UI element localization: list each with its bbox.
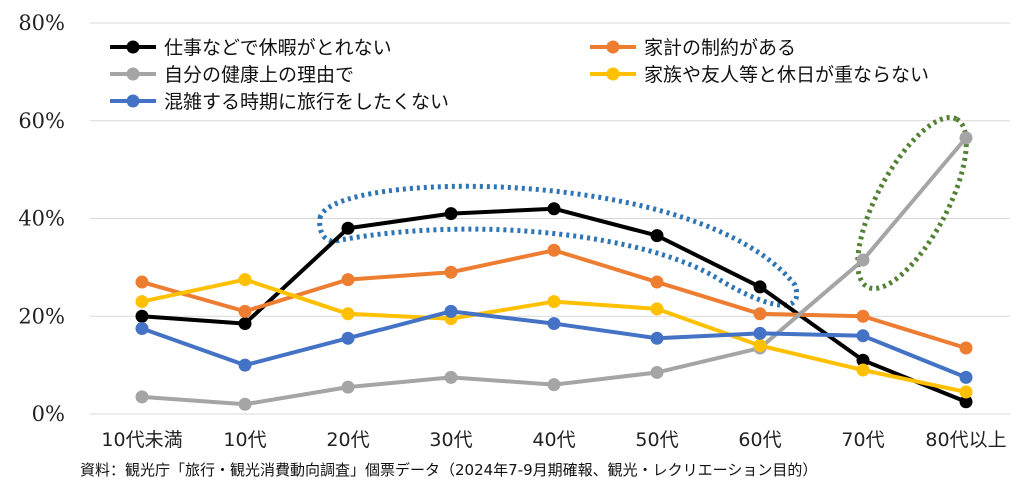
series-lines [135, 131, 973, 411]
legend-swatch-marker [126, 40, 140, 54]
y-tick-label: 40% [18, 207, 65, 231]
data-point [444, 370, 458, 384]
data-point [856, 253, 870, 267]
data-point [753, 326, 767, 340]
data-point [547, 295, 561, 309]
data-point [341, 273, 355, 287]
y-axis-ticks: 0% 20% 40% 60% 80% [18, 11, 65, 426]
data-point [856, 329, 870, 343]
data-point [547, 317, 561, 331]
legend-label: 家族や友人等と休日が重ならない [644, 64, 929, 86]
data-point [650, 302, 664, 316]
data-point [959, 131, 973, 145]
data-point [444, 265, 458, 279]
data-point [341, 380, 355, 394]
data-point [959, 395, 973, 409]
data-point [753, 280, 767, 294]
y-tick-label: 20% [18, 304, 65, 328]
data-point [650, 275, 664, 289]
data-point [547, 243, 561, 257]
data-point [341, 307, 355, 321]
x-tick-label: 70代 [841, 429, 884, 451]
data-point [444, 207, 458, 221]
x-tick-label: 10代 [223, 429, 266, 451]
legend-label: 混雑する時期に旅行をしたくない [164, 91, 449, 113]
data-point [650, 365, 664, 379]
data-point [238, 304, 252, 318]
data-point [135, 295, 149, 309]
data-point [959, 370, 973, 384]
data-point [135, 275, 149, 289]
data-point [959, 385, 973, 399]
legend-swatch-marker [606, 67, 620, 81]
legend-label: 自分の健康上の理由で [164, 64, 354, 86]
y-tick-label: 0% [32, 402, 65, 426]
x-tick-label: 20代 [326, 429, 369, 451]
highlight-ellipses [317, 115, 969, 308]
data-point [341, 331, 355, 345]
data-point [444, 304, 458, 318]
data-point [238, 317, 252, 331]
source-note: 資料：観光庁「旅行・観光消費動向調査」個票データ（2024年7-9月期確報、観光… [80, 461, 817, 479]
data-point [753, 307, 767, 321]
data-point [856, 353, 870, 367]
data-point [547, 202, 561, 216]
data-point [135, 321, 149, 335]
x-axis-ticks: 10代未満 10代 20代 30代 40代 50代 60代 70代 80代以上 [101, 429, 1006, 451]
data-point [856, 363, 870, 377]
legend-swatch-marker [126, 94, 140, 108]
highlight-elderly-health [855, 115, 969, 291]
legend-label: 仕事などで休暇がとれない [164, 37, 392, 59]
data-point [650, 331, 664, 345]
data-point [856, 309, 870, 323]
data-point [135, 309, 149, 323]
y-tick-label: 80% [18, 11, 65, 35]
legend-swatch-marker [606, 40, 620, 54]
x-tick-label: 50代 [635, 429, 678, 451]
y-tick-label: 60% [18, 109, 65, 133]
x-tick-label: 80代以上 [925, 429, 1006, 451]
data-point [753, 339, 767, 353]
data-point [238, 397, 252, 411]
x-tick-label: 40代 [532, 429, 575, 451]
x-tick-label: 10代未満 [101, 429, 182, 451]
data-point [959, 341, 973, 355]
data-point [135, 390, 149, 404]
x-tick-label: 30代 [429, 429, 472, 451]
legend-label: 家計の制約がある [644, 37, 796, 59]
data-point [547, 378, 561, 392]
data-point [341, 221, 355, 235]
data-point [650, 229, 664, 243]
data-point [238, 358, 252, 372]
legend-swatch-marker [126, 67, 140, 81]
x-tick-label: 60代 [738, 429, 781, 451]
data-point [238, 273, 252, 287]
